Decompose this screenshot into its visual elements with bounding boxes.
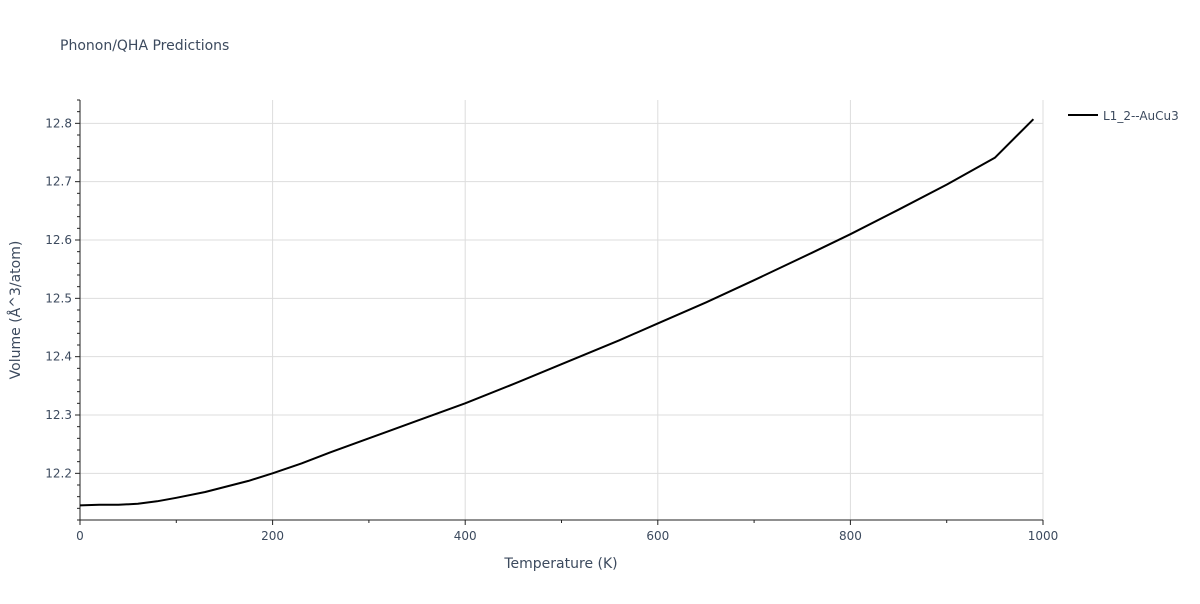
y-tick-label: 12.6 (45, 233, 72, 247)
axis-layer: 0 200 400 600 800 1000 12.2 12.3 12.4 12.5 12.6 12.… (45, 99, 1059, 543)
y-tick-label: 12.2 (45, 466, 72, 480)
x-tick-label: 600 (646, 529, 669, 543)
y-tick-label: 12.5 (45, 291, 72, 305)
x-tick-label: 1000 (1028, 529, 1059, 543)
series-line[interactable] (79, 118, 1035, 507)
x-tick-label: 200 (261, 529, 284, 543)
y-tick-label: 12.8 (45, 116, 72, 130)
x-tick-label: 0 (76, 529, 84, 543)
series-layer (79, 118, 1035, 507)
legend[interactable]: L1_2--AuCu3 (1068, 109, 1179, 123)
y-tick-label: 12.4 (45, 350, 72, 364)
legend-label: L1_2--AuCu3 (1103, 109, 1179, 123)
x-tick-label: 400 (454, 529, 477, 543)
x-axis-label: Temperature (K) (503, 556, 617, 572)
y-tick-label: 12.7 (45, 175, 72, 189)
grid-layer (80, 100, 1044, 520)
y-axis-label: Volume (Å^3/atom) (7, 241, 24, 380)
chart-title: Phonon/QHA Predictions (60, 38, 229, 54)
y-tick-label: 12.3 (45, 408, 72, 422)
x-tick-label: 800 (839, 529, 862, 543)
